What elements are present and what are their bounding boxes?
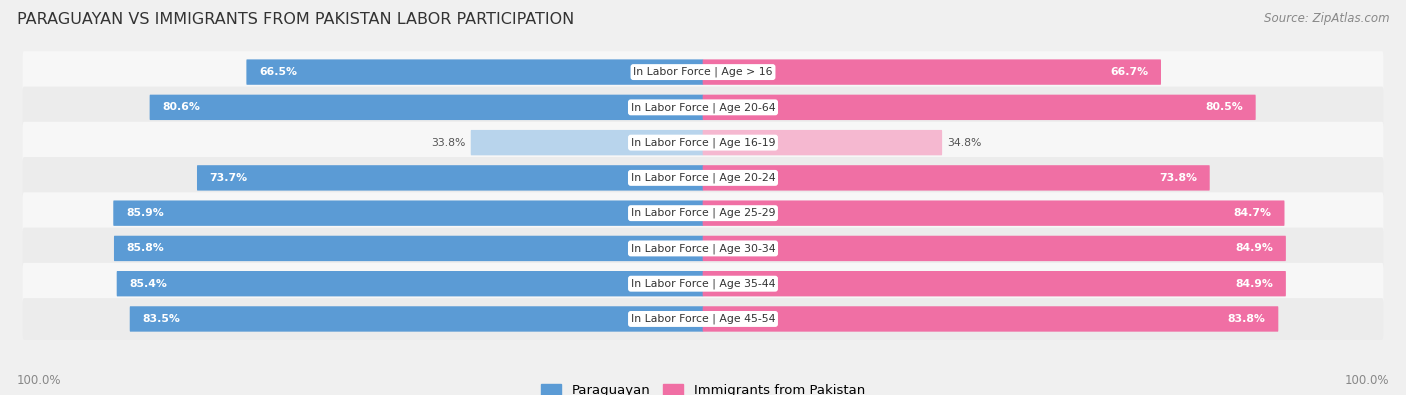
Text: 73.8%: 73.8% [1159, 173, 1197, 183]
FancyBboxPatch shape [703, 236, 1286, 261]
Text: 33.8%: 33.8% [432, 137, 465, 148]
Text: In Labor Force | Age 30-34: In Labor Force | Age 30-34 [631, 243, 775, 254]
FancyBboxPatch shape [703, 306, 1278, 332]
Text: 34.8%: 34.8% [948, 137, 981, 148]
Text: In Labor Force | Age 20-64: In Labor Force | Age 20-64 [631, 102, 775, 113]
Text: 83.5%: 83.5% [142, 314, 180, 324]
Text: 66.7%: 66.7% [1111, 67, 1149, 77]
FancyBboxPatch shape [22, 122, 1384, 164]
FancyBboxPatch shape [22, 192, 1384, 234]
Text: 80.5%: 80.5% [1205, 102, 1243, 112]
FancyBboxPatch shape [703, 130, 942, 155]
FancyBboxPatch shape [703, 59, 1161, 85]
Legend: Paraguayan, Immigrants from Pakistan: Paraguayan, Immigrants from Pakistan [536, 378, 870, 395]
FancyBboxPatch shape [197, 165, 703, 191]
FancyBboxPatch shape [22, 228, 1384, 269]
FancyBboxPatch shape [129, 306, 703, 332]
Text: 85.9%: 85.9% [127, 208, 163, 218]
Text: In Labor Force | Age 20-24: In Labor Force | Age 20-24 [631, 173, 775, 183]
Text: 100.0%: 100.0% [1344, 374, 1389, 387]
FancyBboxPatch shape [703, 165, 1209, 191]
FancyBboxPatch shape [471, 130, 703, 155]
Text: In Labor Force | Age > 16: In Labor Force | Age > 16 [633, 67, 773, 77]
FancyBboxPatch shape [22, 157, 1384, 199]
FancyBboxPatch shape [149, 95, 703, 120]
Text: 73.7%: 73.7% [209, 173, 247, 183]
FancyBboxPatch shape [22, 298, 1384, 340]
FancyBboxPatch shape [703, 271, 1286, 296]
Text: In Labor Force | Age 16-19: In Labor Force | Age 16-19 [631, 137, 775, 148]
Text: 84.7%: 84.7% [1234, 208, 1272, 218]
Text: Source: ZipAtlas.com: Source: ZipAtlas.com [1264, 12, 1389, 25]
FancyBboxPatch shape [114, 201, 703, 226]
FancyBboxPatch shape [22, 87, 1384, 128]
FancyBboxPatch shape [114, 236, 703, 261]
Text: 80.6%: 80.6% [162, 102, 200, 112]
Text: In Labor Force | Age 35-44: In Labor Force | Age 35-44 [631, 278, 775, 289]
Text: In Labor Force | Age 25-29: In Labor Force | Age 25-29 [631, 208, 775, 218]
Text: 85.4%: 85.4% [129, 279, 167, 289]
FancyBboxPatch shape [703, 95, 1256, 120]
Text: PARAGUAYAN VS IMMIGRANTS FROM PAKISTAN LABOR PARTICIPATION: PARAGUAYAN VS IMMIGRANTS FROM PAKISTAN L… [17, 12, 574, 27]
FancyBboxPatch shape [246, 59, 703, 85]
FancyBboxPatch shape [703, 201, 1285, 226]
Text: 84.9%: 84.9% [1236, 243, 1274, 254]
FancyBboxPatch shape [22, 263, 1384, 305]
Text: 84.9%: 84.9% [1236, 279, 1274, 289]
Text: 85.8%: 85.8% [127, 243, 165, 254]
Text: In Labor Force | Age 45-54: In Labor Force | Age 45-54 [631, 314, 775, 324]
Text: 66.5%: 66.5% [259, 67, 297, 77]
FancyBboxPatch shape [117, 271, 703, 296]
FancyBboxPatch shape [22, 51, 1384, 93]
Text: 83.8%: 83.8% [1227, 314, 1265, 324]
Text: 100.0%: 100.0% [17, 374, 62, 387]
